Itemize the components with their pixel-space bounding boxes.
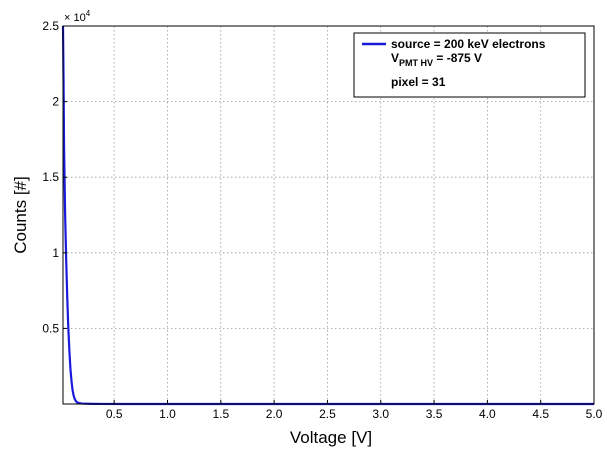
y-tick-label: 0.5 [42, 321, 59, 335]
x-tick-label: 2.5 [319, 407, 336, 421]
y-tick-label: 2.5 [42, 19, 59, 33]
grid-layer [63, 26, 594, 404]
x-tick-label: 1.0 [159, 407, 176, 421]
y-scale-multiplier: × 104 [64, 9, 91, 24]
x-axis-label: Voltage [V] [290, 428, 372, 447]
x-tick-label: 3.0 [372, 407, 389, 421]
legend-hv-sub: PMT HV [399, 58, 433, 68]
x-tick-label: 5.0 [586, 407, 603, 421]
legend-series-label: source = 200 keV electrons [391, 37, 546, 51]
plot-frame [62, 25, 595, 405]
y-tick-label: 2 [52, 95, 59, 109]
legend-hv-main: V [391, 51, 399, 65]
y-axis-label: Counts [#] [11, 176, 30, 254]
x-tick-label: 0.5 [106, 407, 123, 421]
y-tick-label: 1 [52, 246, 59, 260]
legend: source = 200 keV electrons VPMT HV = -87… [353, 32, 586, 98]
x-tick-label: 4.5 [532, 407, 549, 421]
y-scale-exponent: 4 [86, 9, 91, 18]
legend-hv-value: = -875 V [433, 51, 482, 65]
x-tick-label: 2.0 [266, 407, 283, 421]
legend-hv-label: VPMT HV = -875 V [391, 51, 482, 68]
legend-pixel-label: pixel = 31 [391, 75, 446, 89]
legend-box [353, 32, 586, 98]
x-tick-label: 4.0 [479, 407, 496, 421]
y-scale-base: × 10 [64, 12, 86, 24]
ticks-layer: 0.5 1.0 1.5 2.0 2.5 3.0 3.5 4.0 4.5 5.0 0.5 1 1.5 2 2.… [42, 19, 602, 421]
y-tick-label: 1.5 [42, 170, 59, 184]
x-tick-label: 3.5 [426, 407, 443, 421]
x-tick-label: 1.5 [212, 407, 229, 421]
